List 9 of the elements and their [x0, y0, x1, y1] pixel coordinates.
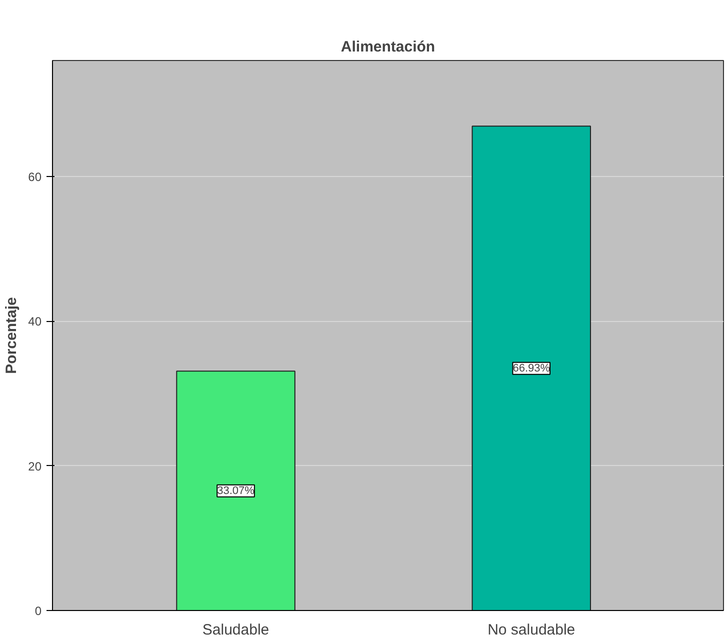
chart-title: Alimentación — [340, 38, 436, 56]
x-tick-label: Saludable — [202, 622, 270, 638]
data-label: 33.07% — [217, 484, 255, 497]
x-tick-label: No saludable — [488, 622, 576, 638]
y-tick-label: 60 — [28, 170, 42, 184]
y-tick-label: 40 — [28, 314, 42, 329]
y-axis-title: Porcentaje — [3, 297, 20, 374]
y-tick-label: 20 — [28, 459, 42, 474]
y-tick-label: 0 — [34, 604, 42, 618]
